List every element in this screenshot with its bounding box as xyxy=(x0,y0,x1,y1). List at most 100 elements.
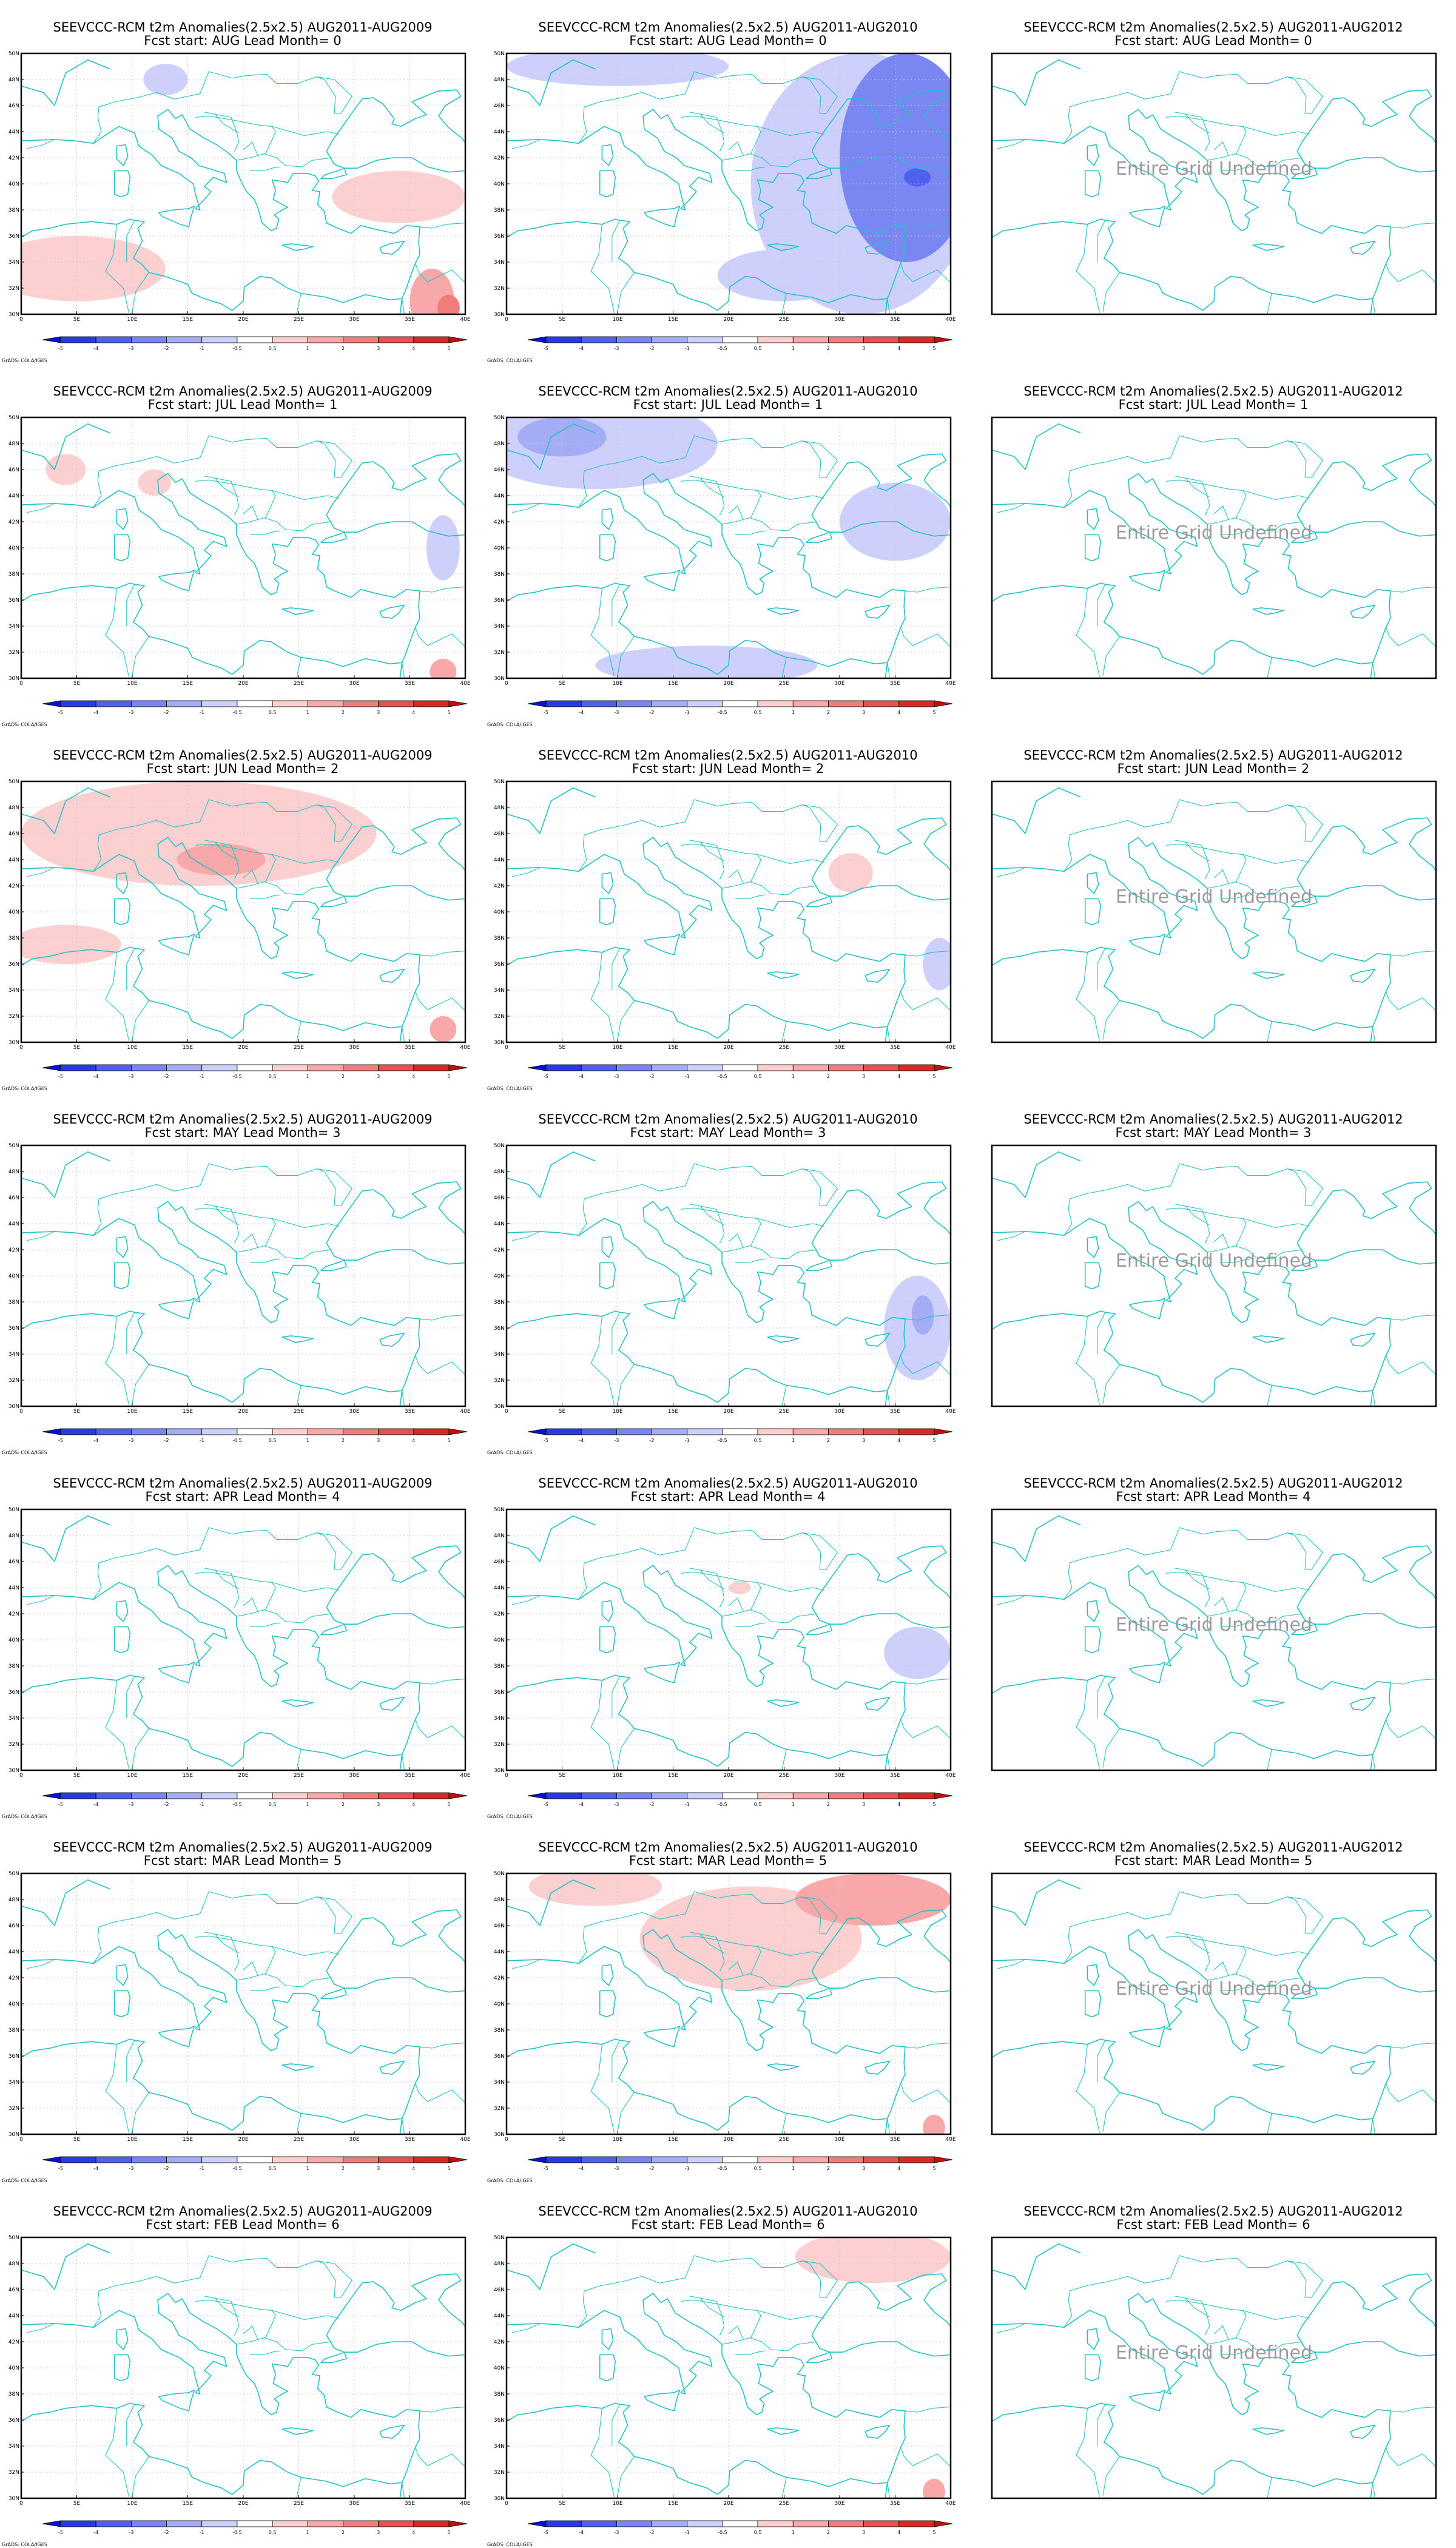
colorbar-swatch xyxy=(545,2156,582,2163)
colorbar-label: -4 xyxy=(93,710,98,715)
x-tick-label: 25E xyxy=(779,1045,789,1051)
country-borders xyxy=(27,1163,465,1406)
colorbar-label: 5 xyxy=(447,1438,450,1443)
colorbar-label: 2 xyxy=(827,2530,830,2535)
colorbar-swatch xyxy=(60,336,96,343)
y-tick-label: 50N xyxy=(8,51,19,57)
colorbar-swatch xyxy=(378,1064,414,1071)
y-tick-label: 32N xyxy=(494,1742,505,1748)
panel-title: SEEVCCC-RCM t2m Anomalies(2.5x2.5) AUG20… xyxy=(538,1840,918,1855)
colorbar-label: -2 xyxy=(650,1802,655,1807)
y-tick-label: 40N xyxy=(494,181,505,187)
y-tick-label: 36N xyxy=(8,598,19,604)
colorbar-swatch xyxy=(863,1064,900,1071)
x-tick-label: 25E xyxy=(779,1773,789,1779)
colorbar-swatch xyxy=(42,1428,61,1435)
colorbar-swatch xyxy=(934,700,953,707)
x-tick-label: 30E xyxy=(349,1409,359,1415)
colorbar-swatch xyxy=(527,700,547,707)
map-plot: 0 5E 10E 15E 20E 25E 30E 35E 40E 30N 32N 34N 36N 38N 4… xyxy=(494,1143,956,1415)
colorbar-swatch xyxy=(130,2520,167,2527)
y-tick-label: 40N xyxy=(8,1637,19,1643)
coastline xyxy=(21,1151,465,1406)
x-tick-label: 10E xyxy=(612,681,622,687)
panel-subtitle: Fcst start: MAY Lead Month= 3 xyxy=(1115,1125,1312,1140)
map-plot: 0 5E 10E 15E 20E 25E 30E 35E 40E 30N 32N 34N 36N 38N 4… xyxy=(494,779,956,1051)
grads-credit: GrADS: COLA/IGES xyxy=(487,1814,533,1819)
x-tick-label: 20E xyxy=(238,2137,248,2143)
x-tick-label: 10E xyxy=(612,2501,622,2507)
map-panel: SEEVCCC-RCM t2m Anomalies(2.5x2.5) AUG20… xyxy=(485,0,971,364)
colorbar-label: -4 xyxy=(93,2166,98,2171)
y-tick-label: 44N xyxy=(494,1585,505,1591)
y-tick-label: 44N xyxy=(494,1221,505,1227)
x-tick-label: 0 xyxy=(19,2137,23,2143)
colorbar-label: 1 xyxy=(306,1802,309,1807)
colorbar-swatch xyxy=(687,700,723,707)
x-tick-label: 10E xyxy=(127,2137,137,2143)
y-tick-label: 38N xyxy=(494,935,505,942)
colorbar-swatch xyxy=(130,1064,167,1071)
y-tick-label: 48N xyxy=(494,1169,505,1175)
colorbar-label: -3 xyxy=(129,346,133,351)
plot-frame xyxy=(991,1144,1437,1407)
y-tick-label: 34N xyxy=(8,2080,19,2086)
y-tick-label: 48N xyxy=(494,1533,505,1539)
y-tick-label: 42N xyxy=(494,1247,505,1253)
colorbar-swatch xyxy=(934,1428,953,1435)
y-tick-label: 46N xyxy=(8,831,19,837)
map-panel: SEEVCCC-RCM t2m Anomalies(2.5x2.5) AUG20… xyxy=(971,2184,1456,2548)
x-tick-label: 40E xyxy=(460,1773,470,1779)
y-tick-label: 50N xyxy=(8,1507,19,1513)
colorbar-swatch xyxy=(934,2156,953,2163)
panel-subtitle: Fcst start: AUG Lead Month= 0 xyxy=(1114,33,1312,48)
colorbar-swatch xyxy=(166,700,203,707)
colorbar-swatch xyxy=(448,1792,468,1799)
gridlines xyxy=(507,53,951,314)
x-tick-label: 35E xyxy=(405,1409,415,1415)
y-tick-label: 48N xyxy=(8,805,19,811)
y-tick-label: 40N xyxy=(494,1637,505,1643)
y-tick-label: 34N xyxy=(8,624,19,630)
y-tick-label: 48N xyxy=(494,77,505,83)
y-tick-label: 38N xyxy=(8,2027,19,2034)
colorbar-label: -0.5 xyxy=(232,2166,242,2171)
colorbar-swatch xyxy=(413,1064,450,1071)
colorbar-swatch xyxy=(757,1428,794,1435)
gridlines xyxy=(21,1145,465,1406)
colorbar-label: 5 xyxy=(932,1802,935,1807)
y-tick-label: 34N xyxy=(8,1352,19,1358)
x-tick-label: 40E xyxy=(460,2137,470,2143)
colorbar-label: -4 xyxy=(579,1802,584,1807)
colorbar-swatch xyxy=(378,1792,414,1799)
x-tick-label: 15E xyxy=(183,1773,193,1779)
y-tick-label: 42N xyxy=(8,1247,19,1253)
grads-credit: GrADS: COLA/IGES xyxy=(487,358,533,363)
gridlines xyxy=(21,417,465,678)
country-borders xyxy=(512,435,951,678)
colorbar-swatch xyxy=(448,1428,468,1435)
y-tick-label: 34N xyxy=(8,988,19,994)
colorbar-label: 2 xyxy=(342,2166,345,2171)
colorbar-swatch xyxy=(722,2156,758,2163)
y-tick-label: 50N xyxy=(494,1871,505,1877)
colorbar: -5 -4 -3 -2 -1 -0.5 0.5 1 2 3 4 5 xyxy=(42,1428,468,1443)
grads-credit: GrADS: COLA/IGES xyxy=(2,1086,47,1091)
x-tick-label: 10E xyxy=(127,2501,137,2507)
colorbar-swatch xyxy=(581,2156,617,2163)
undefined-grid-label: Entire Grid Undefined xyxy=(1116,2342,1312,2364)
map-plot: Entire Grid Undefined xyxy=(991,416,1437,679)
panel-title: SEEVCCC-RCM t2m Anomalies(2.5x2.5) AUG20… xyxy=(538,748,918,763)
colorbar-label: -5 xyxy=(544,2166,548,2171)
colorbar-swatch xyxy=(448,700,468,707)
colorbar-swatch xyxy=(130,700,167,707)
colorbar-swatch xyxy=(863,2520,900,2527)
colorbar-label: 2 xyxy=(342,2530,345,2535)
colorbar-swatch xyxy=(95,1428,132,1435)
y-tick-label: 40N xyxy=(494,1273,505,1279)
anomaly-area xyxy=(923,2114,945,2134)
colorbar-swatch xyxy=(545,1428,582,1435)
colorbar-swatch xyxy=(898,1428,935,1435)
colorbar-swatch xyxy=(722,1428,758,1435)
y-tick-label: 42N xyxy=(494,2339,505,2345)
